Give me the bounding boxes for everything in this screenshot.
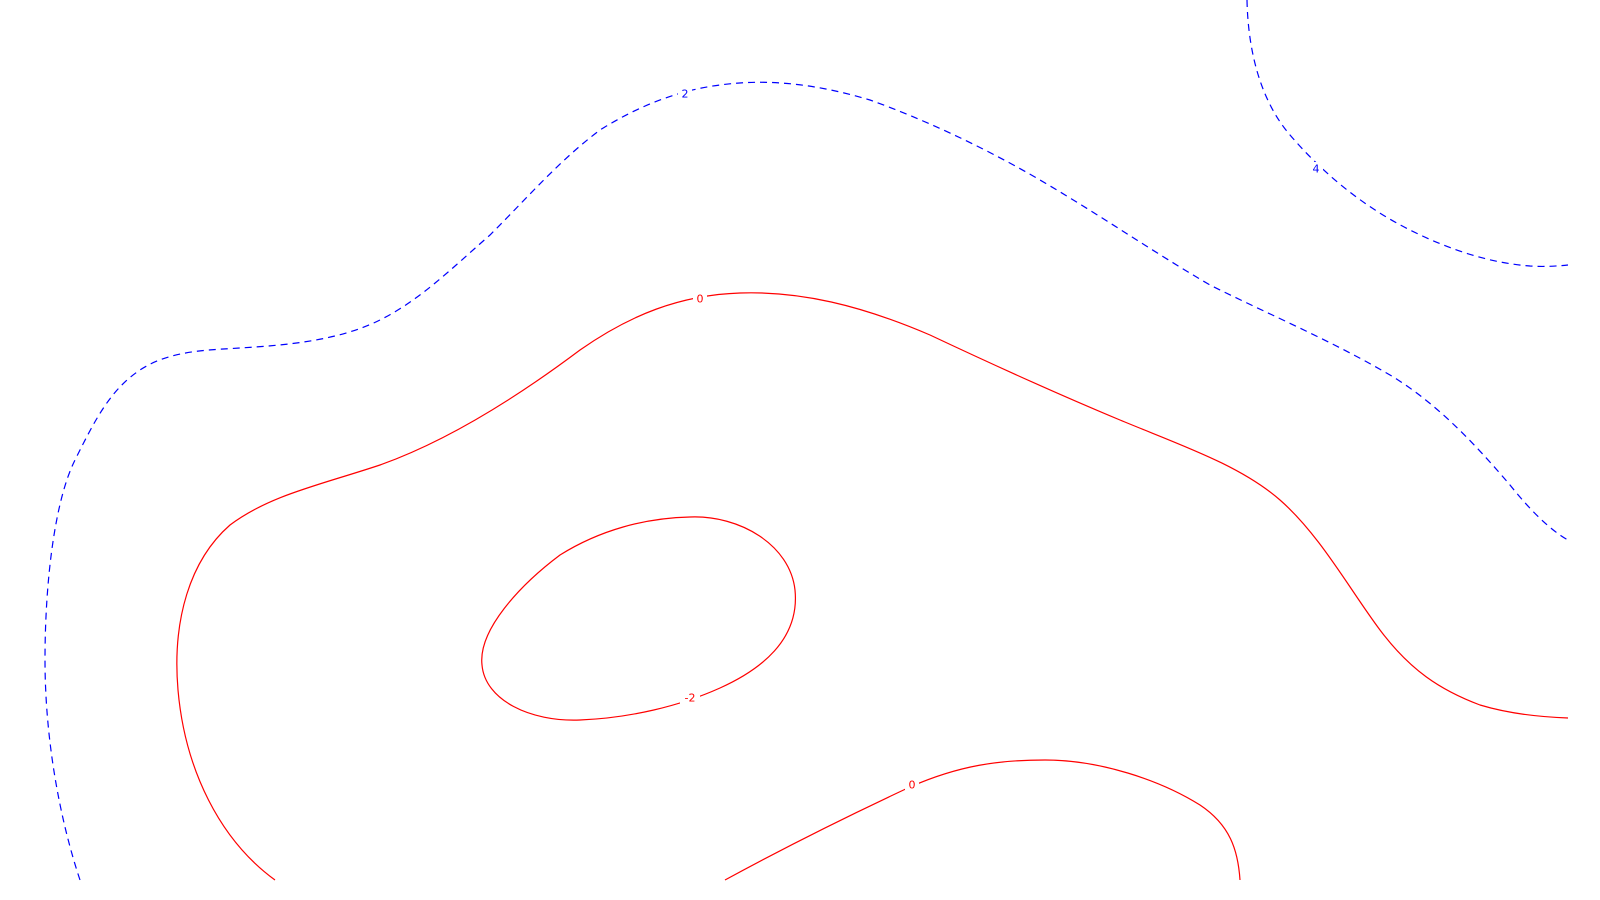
contour-label-0-lower: 0	[909, 779, 916, 792]
label-group-neg2: -2	[680, 691, 700, 705]
contour-label-4: 4	[1313, 163, 1320, 176]
contour-line-neg2	[481, 516, 796, 721]
label-group-0-lower: 0	[905, 778, 919, 792]
label-group-0-outer: 0	[693, 292, 707, 306]
contour-label-0-outer: 0	[697, 293, 704, 306]
contour-line-0-outer	[176, 292, 1569, 881]
label-group-2: 2	[678, 87, 692, 101]
contour-line-2	[44, 81, 1569, 881]
contour-line-0-lower	[724, 759, 1241, 881]
contour-line-4	[1246, 0, 1569, 268]
label-group-4: 4	[1309, 162, 1323, 176]
contour-label-2: 2	[682, 88, 689, 101]
contour-label-neg2: -2	[685, 692, 696, 705]
